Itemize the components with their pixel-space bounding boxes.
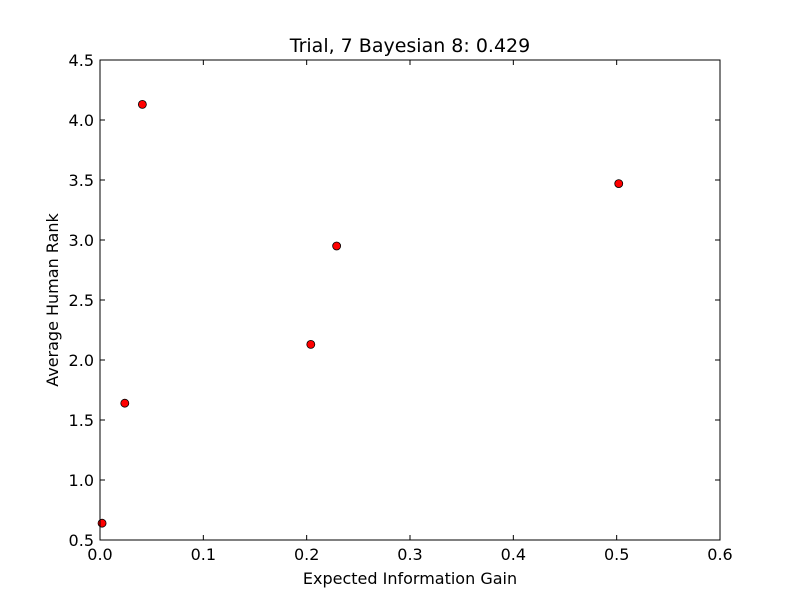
- x-tick-label: 0.2: [294, 545, 319, 564]
- x-tick-label: 0.4: [501, 545, 526, 564]
- chart-title: Trial, 7 Bayesian 8: 0.429: [289, 35, 530, 57]
- ticks-layer: 0.0 0.1 0.2 0.3 0.4 0.5 0.6 0.5 1.0 1.5 2.0 2.5 3.0 3…: [69, 51, 733, 564]
- points-layer: [97, 100, 624, 528]
- y-tick-label: 1.5: [69, 411, 94, 430]
- y-tick-label: 0.5: [69, 531, 94, 550]
- x-tick-label: 0.1: [191, 545, 216, 564]
- data-point: [137, 100, 147, 109]
- x-tick-label: 0.3: [397, 545, 422, 564]
- data-point: [120, 398, 130, 408]
- y-tick-label: 4.0: [69, 111, 94, 130]
- plot-area: [100, 60, 720, 540]
- x-tick-label: 0.6: [707, 545, 732, 564]
- y-tick-label: 3.5: [69, 171, 94, 190]
- y-tick-label: 2.5: [69, 291, 94, 310]
- y-tick-label: 3.0: [69, 231, 94, 250]
- x-axis-label: Expected Information Gain: [303, 569, 517, 588]
- data-point: [332, 241, 342, 251]
- y-axis-label: Average Human Rank: [43, 212, 62, 386]
- y-tick-label: 4.5: [69, 51, 94, 70]
- data-point: [97, 518, 107, 528]
- x-tick-label: 0.5: [604, 545, 629, 564]
- plot-frame: [99, 59, 721, 541]
- y-tick-label: 1.0: [69, 471, 94, 490]
- data-point: [306, 339, 316, 349]
- x-tick-label: 0.0: [87, 545, 112, 564]
- y-tick-label: 2.0: [69, 351, 94, 370]
- data-point: [614, 179, 624, 189]
